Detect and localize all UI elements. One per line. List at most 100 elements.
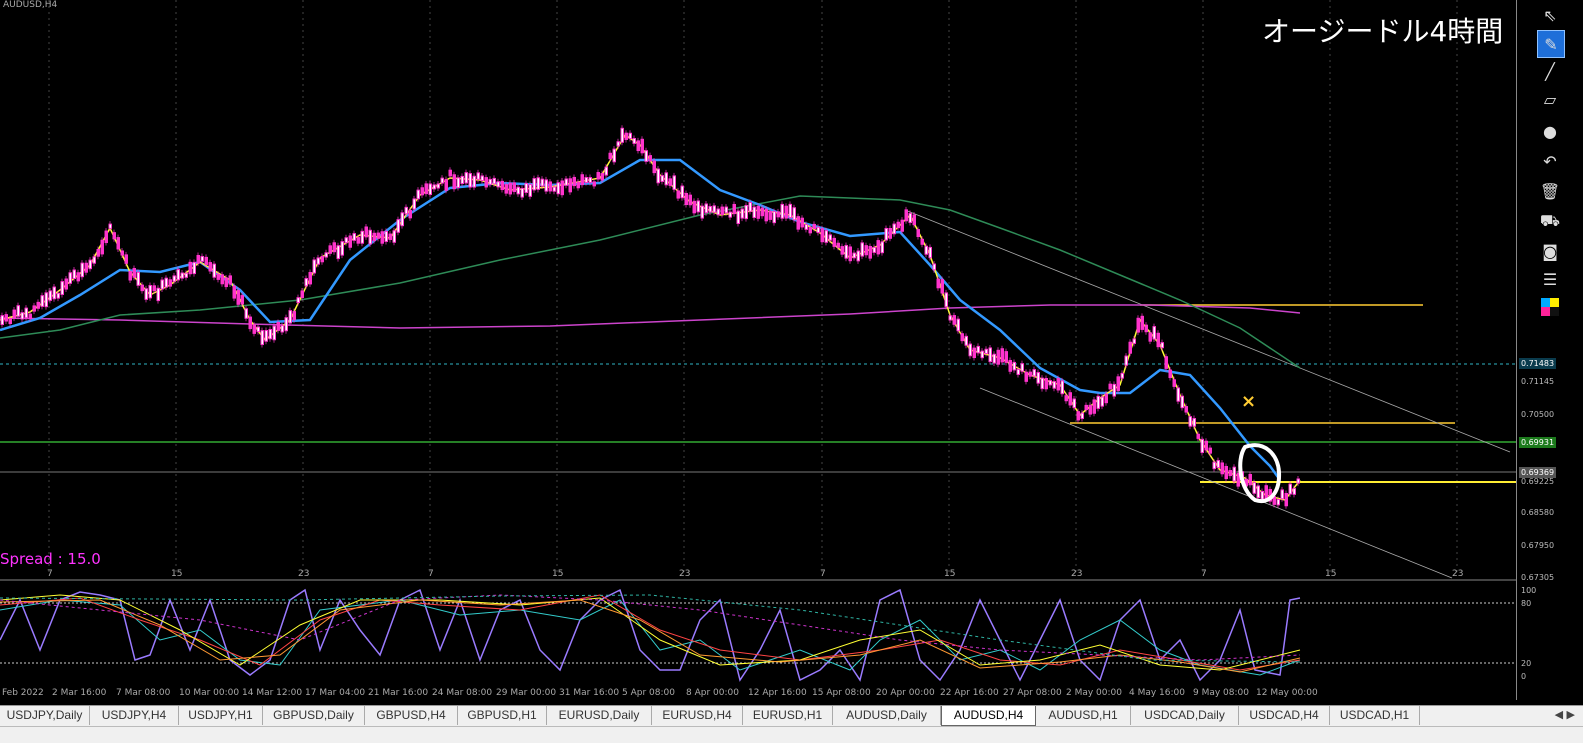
time-label: 4 May 16:00 (1129, 688, 1185, 698)
candle-body (1164, 356, 1168, 369)
tab-audusd-daily[interactable]: AUDUSD,Daily (833, 706, 941, 725)
candle-body (1288, 483, 1292, 495)
spread-label: Spread : 15.0 (0, 550, 101, 568)
time-label: 15 (552, 569, 564, 579)
candle-body (788, 203, 792, 219)
candle-body (288, 310, 292, 324)
tab-audusd-h4[interactable]: AUDUSD,H4 (941, 706, 1036, 726)
candle-body (376, 232, 380, 239)
candle-body (1208, 447, 1212, 454)
candle-body (524, 183, 528, 193)
time-label: 29 Mar 00:00 (496, 688, 557, 698)
candle-body (600, 173, 604, 181)
candle-body (292, 311, 296, 321)
line-icon[interactable]: ╱ (1545, 61, 1555, 81)
tab-usdcad-h4[interactable]: USDCAD,H4 (1239, 706, 1330, 725)
candle-body (888, 228, 892, 239)
candle-body (1224, 465, 1228, 480)
tab-usdjpy-daily[interactable]: USDJPY,Daily (0, 706, 90, 725)
candle-body (280, 325, 284, 333)
candle-body (604, 166, 608, 176)
candle-body (448, 169, 452, 177)
tab-eurusd-h1[interactable]: EURUSD,H1 (743, 706, 833, 725)
tab-usdcad-daily[interactable]: USDCAD,Daily (1131, 706, 1239, 725)
candle-body (1048, 380, 1052, 386)
camera-icon[interactable]: ◙ (1542, 241, 1558, 261)
candle-body (1104, 393, 1108, 404)
time-label: 20 Apr 00:00 (876, 688, 935, 698)
candle-body (272, 325, 276, 341)
candle-body (372, 232, 376, 242)
candle-body (612, 148, 616, 163)
time-label: 7 (428, 569, 434, 579)
candle-body (176, 269, 180, 281)
candle-body (264, 330, 268, 342)
candle-body (956, 318, 960, 332)
clipboard-icon[interactable]: ☰ (1542, 269, 1558, 289)
candle-body (1040, 377, 1044, 390)
candle-body (1064, 395, 1068, 402)
candle-body (732, 203, 736, 215)
candle-body (1100, 396, 1104, 407)
chart-area[interactable]: × AUDUSD,H4 オージードル4時間 Spread : 15.0 7 15… (0, 0, 1516, 700)
price-chart[interactable]: × (0, 0, 1516, 700)
candle-body (1200, 438, 1204, 454)
cart-icon[interactable]: ⛟ (1539, 210, 1561, 230)
candle-body (476, 172, 480, 180)
candle-body (780, 203, 784, 219)
candle-body (1264, 485, 1268, 500)
candle-body (504, 184, 508, 194)
candle-body (548, 181, 552, 192)
tab-usdjpy-h4[interactable]: USDJPY,H4 (90, 706, 179, 725)
candle-body (0, 315, 4, 326)
candle-body (876, 240, 880, 255)
candle-body (304, 278, 308, 287)
candle-body (396, 219, 400, 233)
candle-body (724, 206, 728, 214)
cursor-icon[interactable]: ⇖ (1543, 5, 1557, 25)
annotation-x-mark: × (1241, 391, 1256, 412)
tab-eurusd-daily[interactable]: EURUSD,Daily (547, 706, 652, 725)
candle-body (1256, 485, 1260, 499)
candle-body (760, 207, 764, 217)
price-tick: 0.71145 (1521, 377, 1555, 386)
tab-scroll-arrows[interactable]: ◀ ▶ (1554, 708, 1575, 721)
oscillator-line-yellow (0, 594, 1301, 671)
tab-gbpusd-h4[interactable]: GBPUSD,H4 (365, 706, 458, 725)
candle-body (460, 175, 464, 185)
time-label: Feb 2022 (2, 688, 44, 698)
tab-usdjpy-h1[interactable]: USDJPY,H1 (179, 706, 263, 725)
candle-body (1188, 416, 1192, 427)
candle-body (24, 307, 28, 319)
tab-gbpusd-h1[interactable]: GBPUSD,H1 (458, 706, 547, 725)
candle-body (992, 353, 996, 364)
candle-body (496, 181, 500, 188)
time-label: 7 (47, 569, 53, 579)
status-bar (0, 726, 1583, 743)
color-palette-icon[interactable] (1537, 294, 1563, 320)
time-label: 2 May 00:00 (1066, 688, 1122, 698)
tab-audusd-h1[interactable]: AUDUSD,H1 (1036, 706, 1131, 725)
candle-body (12, 309, 16, 319)
candle-body (1144, 324, 1148, 333)
candle-body (412, 198, 416, 210)
dot-icon[interactable]: ● (1543, 121, 1557, 141)
time-label: 14 Mar 12:00 (242, 688, 303, 698)
candle-body (136, 271, 140, 286)
time-label: 15 (171, 569, 183, 579)
undo-icon[interactable]: ↶ (1543, 151, 1557, 171)
candle-body (1024, 371, 1028, 382)
tab-eurusd-h4[interactable]: EURUSD,H4 (652, 706, 743, 725)
candle-body (116, 237, 120, 250)
candle-body (572, 176, 576, 187)
trash-icon[interactable]: 🗑 (1539, 181, 1561, 201)
eraser-icon[interactable]: ✎ (1537, 30, 1565, 58)
candle-body (328, 245, 332, 254)
tab-usdcad-h1[interactable]: USDCAD,H1 (1330, 706, 1420, 725)
candle-body (1088, 404, 1092, 415)
oscillator-line-cyan (0, 599, 1301, 676)
candle-body (864, 245, 868, 256)
ruler-icon[interactable]: ▱ (1543, 89, 1557, 109)
tab-gbpusd-daily[interactable]: GBPUSD,Daily (263, 706, 365, 725)
candle-body (664, 172, 668, 186)
